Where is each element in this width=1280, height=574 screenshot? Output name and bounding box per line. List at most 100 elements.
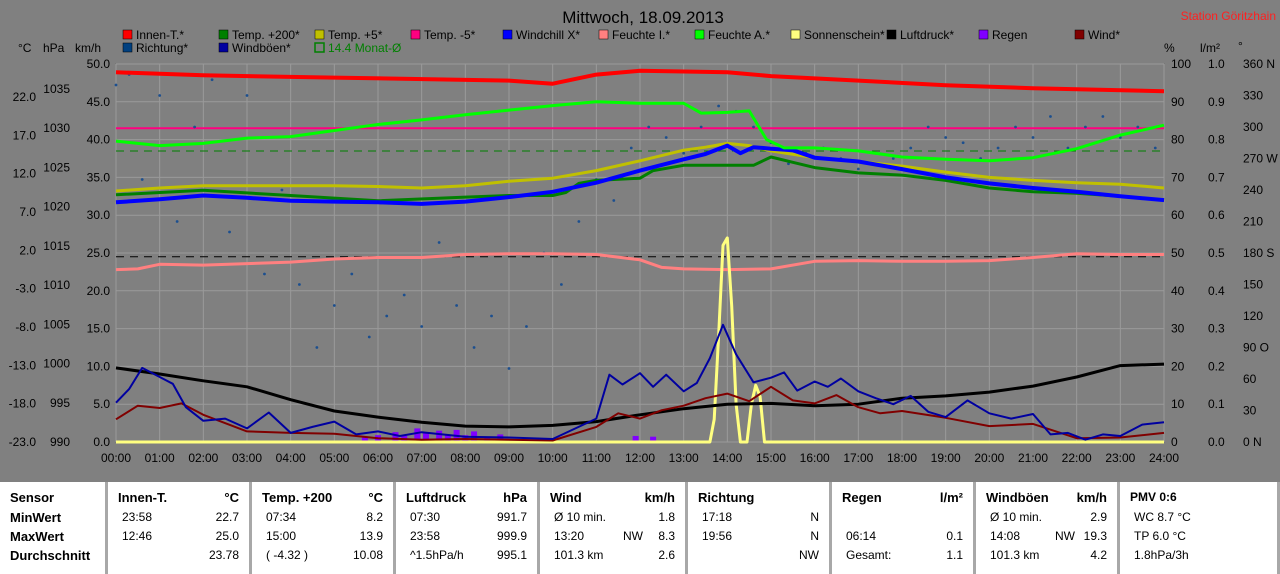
- stats-header: Innen-T. °C: [108, 488, 249, 507]
- stats-row: MaxWert: [0, 527, 105, 546]
- richtung-point: [367, 335, 371, 339]
- stats-cell-value: 0.1: [946, 529, 963, 543]
- x-tick-label: 24:00: [1149, 451, 1179, 465]
- x-tick-label: 05:00: [319, 451, 349, 465]
- direction-tick-label: 300: [1243, 120, 1263, 134]
- richtung-point: [1153, 146, 1157, 150]
- richtung-point: [1014, 125, 1017, 129]
- x-tick-label: 07:00: [407, 451, 437, 465]
- stats-header: Richtung: [688, 488, 829, 507]
- legend-label: Richtung*: [136, 41, 188, 55]
- legend-swatch: [314, 29, 325, 40]
- richtung-point: [420, 325, 424, 328]
- stats-cell-label: WC 8.7 °C: [1134, 510, 1191, 524]
- direction-tick-label: 210: [1243, 215, 1263, 229]
- stats-header: Sensor: [0, 488, 105, 507]
- stats-row: NW: [688, 546, 829, 565]
- reference-lines: [116, 127, 1164, 258]
- temp-tick-label: 17.0: [13, 128, 37, 142]
- richtung-point: [717, 104, 720, 108]
- wind-tick-label: 10.0: [87, 359, 111, 373]
- stats-cell-dir: NW: [623, 529, 643, 543]
- stats-column: Windböen km/h Ø 10 min. 2.9 14:08 NW 19.3 101.3…: [976, 482, 1120, 574]
- richtung-point: [752, 125, 755, 129]
- richtung-point: [114, 83, 118, 87]
- stats-row: 07:30 991.7: [396, 508, 537, 527]
- direction-tick-label: 90 O: [1243, 341, 1269, 355]
- regen-bar: [423, 432, 430, 442]
- rain-tick-label: 0.0: [1208, 435, 1225, 449]
- humidity-tick-label: 100: [1171, 57, 1191, 71]
- stats-row: [832, 508, 973, 527]
- rain-tick-label: 0.7: [1208, 170, 1225, 184]
- stats-header: Luftdruck hPa: [396, 488, 537, 507]
- humidity-tick-label: 40: [1171, 284, 1185, 298]
- temp-tick-label: 7.0: [19, 205, 36, 219]
- richtung-point: [490, 314, 493, 318]
- wind-tick-label: 30.0: [87, 208, 111, 222]
- humidity-tick-label: 0: [1171, 435, 1178, 449]
- pressure-tick-label: 990: [50, 435, 70, 449]
- stats-column: Richtung 17:18 N 19:56 N NW: [688, 482, 832, 574]
- legend-swatch: [886, 29, 897, 40]
- richtung-point: [926, 125, 930, 129]
- stats-row: Ø 10 min. 2.9: [976, 508, 1117, 527]
- humidity-tick-label: 60: [1171, 208, 1185, 222]
- regen-bar: [361, 437, 368, 442]
- richtung-point: [699, 125, 703, 129]
- legend-label: Luftdruck*: [900, 28, 954, 42]
- stats-header-unit: km/h: [644, 490, 675, 505]
- stats-row: MinWert: [0, 508, 105, 527]
- stats-row: 23:58 22.7: [108, 508, 249, 527]
- stats-column: Sensor MinWert MaxWert Durchschnitt: [0, 482, 108, 574]
- legend-swatch: [314, 42, 325, 53]
- direction-tick-label: 180 S: [1243, 246, 1274, 260]
- stats-column: Wind km/h Ø 10 min. 1.8 13:20 NW 8.3 101.3 km 2.…: [540, 482, 688, 574]
- legend-label: Temp. +5*: [328, 28, 383, 42]
- stats-cell-label: 12:46: [122, 529, 153, 543]
- series-line: [115, 385, 1165, 442]
- stats-header: Regen l/m²: [832, 488, 973, 507]
- stats-row: 101.3 km 2.6: [540, 546, 685, 565]
- direction-tick-label: 150: [1243, 278, 1263, 292]
- pressure-tick-label: 1005: [43, 317, 70, 331]
- x-tick-label: 03:00: [232, 451, 262, 465]
- stats-row: 101.3 km 4.2: [976, 546, 1117, 565]
- stats-header: Wind km/h: [540, 488, 685, 507]
- stats-cell-label: Gesamt:: [846, 548, 892, 562]
- wind-tick-label: 20.0: [87, 284, 111, 298]
- regen-bar: [414, 428, 421, 442]
- richtung-point: [909, 146, 913, 150]
- x-tick-label: 04:00: [276, 451, 306, 465]
- unit-humidity: %: [1164, 41, 1175, 55]
- legend-swatch: [410, 29, 421, 40]
- pressure-tick-label: 1035: [43, 82, 70, 96]
- stats-cell-value: 995.1: [496, 548, 527, 562]
- pressure-tick-label: 1015: [43, 239, 70, 253]
- chart-series: [115, 68, 1165, 444]
- richtung-point: [1084, 125, 1087, 129]
- direction-tick-label: 30: [1243, 404, 1257, 418]
- direction-tick-label: 60: [1243, 372, 1257, 386]
- series-line: [115, 252, 1164, 272]
- stats-cell-label: 1.8hPa/3h: [1134, 548, 1189, 562]
- x-tick-label: 21:00: [1018, 451, 1048, 465]
- temp-tick-label: -23.0: [9, 435, 37, 449]
- legend-label: Feuchte I.*: [612, 28, 670, 42]
- richtung-point: [332, 304, 336, 307]
- legend-swatch: [1074, 29, 1085, 40]
- stats-header: PMV 0:6: [1120, 488, 1277, 507]
- stats-column: Innen-T. °C 23:58 22.7 12:46 25.0 23.78: [108, 482, 252, 574]
- rain-tick-label: 0.5: [1208, 246, 1225, 260]
- richtung-point: [507, 367, 511, 370]
- legend-swatch: [978, 29, 989, 40]
- rain-tick-label: 0.9: [1208, 95, 1225, 109]
- richtung-point: [350, 272, 354, 276]
- richtung-point: [682, 151, 686, 155]
- pressure-tick-label: 1010: [43, 278, 70, 292]
- regen-bar: [436, 430, 443, 442]
- wind-tick-label: 40.0: [87, 133, 111, 147]
- richtung-point: [455, 304, 458, 307]
- x-tick-label: 23:00: [1105, 451, 1135, 465]
- station-name: Station Göritzhain: [1181, 9, 1276, 23]
